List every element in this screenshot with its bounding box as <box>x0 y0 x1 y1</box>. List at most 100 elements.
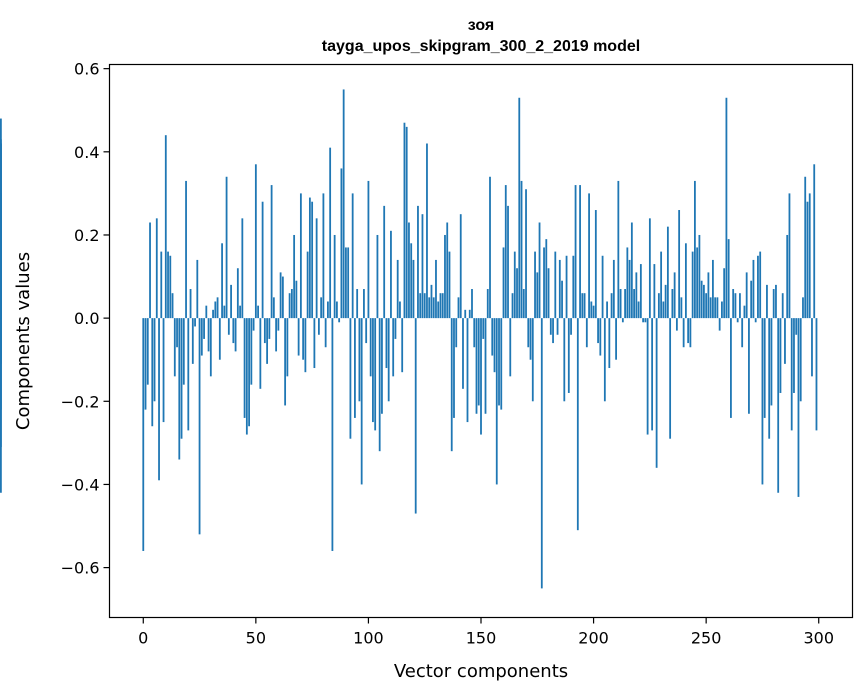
bar-104 <box>376 234 379 319</box>
bar-170 <box>525 189 527 319</box>
bar-48 <box>250 318 253 385</box>
bar-200 <box>592 305 595 319</box>
bar-118 <box>408 222 410 319</box>
bar-271 <box>752 259 755 319</box>
bar-82 <box>326 301 329 319</box>
bar-255 <box>716 297 719 319</box>
bar-168 <box>520 180 523 319</box>
bar-224 <box>646 318 649 435</box>
bar-246 <box>696 247 699 319</box>
bar-28 <box>205 305 208 319</box>
bar-293 <box>802 297 804 319</box>
bar-169 <box>522 289 525 319</box>
bar-285 <box>784 318 786 364</box>
bar-253 <box>712 259 714 319</box>
bar-105 <box>378 318 381 452</box>
bar-44 <box>241 218 244 319</box>
bar-30 <box>209 318 212 377</box>
bar-22 <box>191 318 194 364</box>
bar-212 <box>619 289 622 319</box>
bar-230 <box>660 251 663 319</box>
bar-36 <box>223 305 226 319</box>
bar-79 <box>320 297 323 319</box>
bar-166 <box>516 268 518 319</box>
bar-14 <box>173 318 176 377</box>
bar-47 <box>248 318 250 427</box>
bar-160 <box>502 247 505 319</box>
chart-title: зоя <box>468 17 494 34</box>
x-axis-label: Vector components <box>394 661 568 682</box>
bar-49 <box>252 318 255 331</box>
bar-136 <box>448 251 451 319</box>
bar-244 <box>691 251 694 319</box>
bar-6 <box>155 218 158 319</box>
bar-128 <box>430 284 433 319</box>
bar-26 <box>200 318 203 356</box>
bar-3 <box>149 222 151 319</box>
bar-18 <box>182 318 185 385</box>
bar-84 <box>331 318 334 551</box>
bar-113 <box>396 259 399 319</box>
bar-144 <box>466 318 469 423</box>
bar-283 <box>779 318 782 393</box>
bar-42 <box>236 268 239 319</box>
bar-237 <box>675 318 678 331</box>
bar-185 <box>558 259 561 319</box>
bar-123 <box>419 293 422 319</box>
bar-109 <box>387 318 390 402</box>
axes-group: 0 50 100 150 200 250 300 −0.6 −0.4 −0.2 0.0 0.2 0.4 0… <box>61 60 834 648</box>
bar-16 <box>178 318 181 460</box>
bar-108 <box>385 318 388 369</box>
bar-27 <box>203 318 205 339</box>
bar-186 <box>561 280 563 319</box>
y-tick-label: 0.6 <box>74 60 99 79</box>
bar-57 <box>270 185 273 319</box>
chart-subtitle: tayga_upos_skipgram_300_2_2019 model <box>322 38 640 55</box>
bar-191 <box>572 255 575 319</box>
bar-119 <box>410 243 413 319</box>
bar-187 <box>563 318 566 402</box>
bar-297 <box>811 318 813 377</box>
bar-204 <box>601 255 604 319</box>
bar-115 <box>401 318 404 373</box>
bar-236 <box>673 272 676 319</box>
y-axis-label: Components values <box>13 252 34 430</box>
y-tick-label: 0.4 <box>74 143 99 162</box>
bar-263 <box>734 293 737 319</box>
bar-143 <box>464 309 467 319</box>
bar-114 <box>399 301 401 319</box>
bar-158 <box>498 318 500 406</box>
bar-52 <box>259 318 262 389</box>
y-tick-label: 0.2 <box>74 226 99 245</box>
bar-273 <box>757 255 759 319</box>
bar-222 <box>642 318 645 323</box>
bar-258 <box>723 268 726 319</box>
bar-8 <box>160 251 163 319</box>
bar-88 <box>340 168 343 319</box>
bar-120 <box>412 259 415 319</box>
bar-149 <box>477 318 480 406</box>
bar-68 <box>295 280 298 319</box>
bar-23 <box>194 318 196 327</box>
bar-31 <box>212 309 214 319</box>
bar-176 <box>538 222 541 319</box>
bar-151 <box>482 318 485 339</box>
bar-133 <box>441 293 444 319</box>
bar-99 <box>365 318 368 344</box>
bar-146 <box>471 289 473 319</box>
bar-215 <box>626 247 629 319</box>
bar-87 <box>338 318 341 323</box>
bar-70 <box>299 193 302 319</box>
bar-137 <box>450 318 453 452</box>
bar-177 <box>540 318 543 589</box>
bar-287 <box>788 193 791 319</box>
bar-5 <box>153 318 156 402</box>
x-tick-label: 300 <box>803 629 834 648</box>
bar-190 <box>570 318 572 335</box>
bar-247 <box>698 234 701 319</box>
bar-124 <box>421 214 424 319</box>
bar-206 <box>606 301 608 319</box>
bar-218 <box>633 289 636 319</box>
